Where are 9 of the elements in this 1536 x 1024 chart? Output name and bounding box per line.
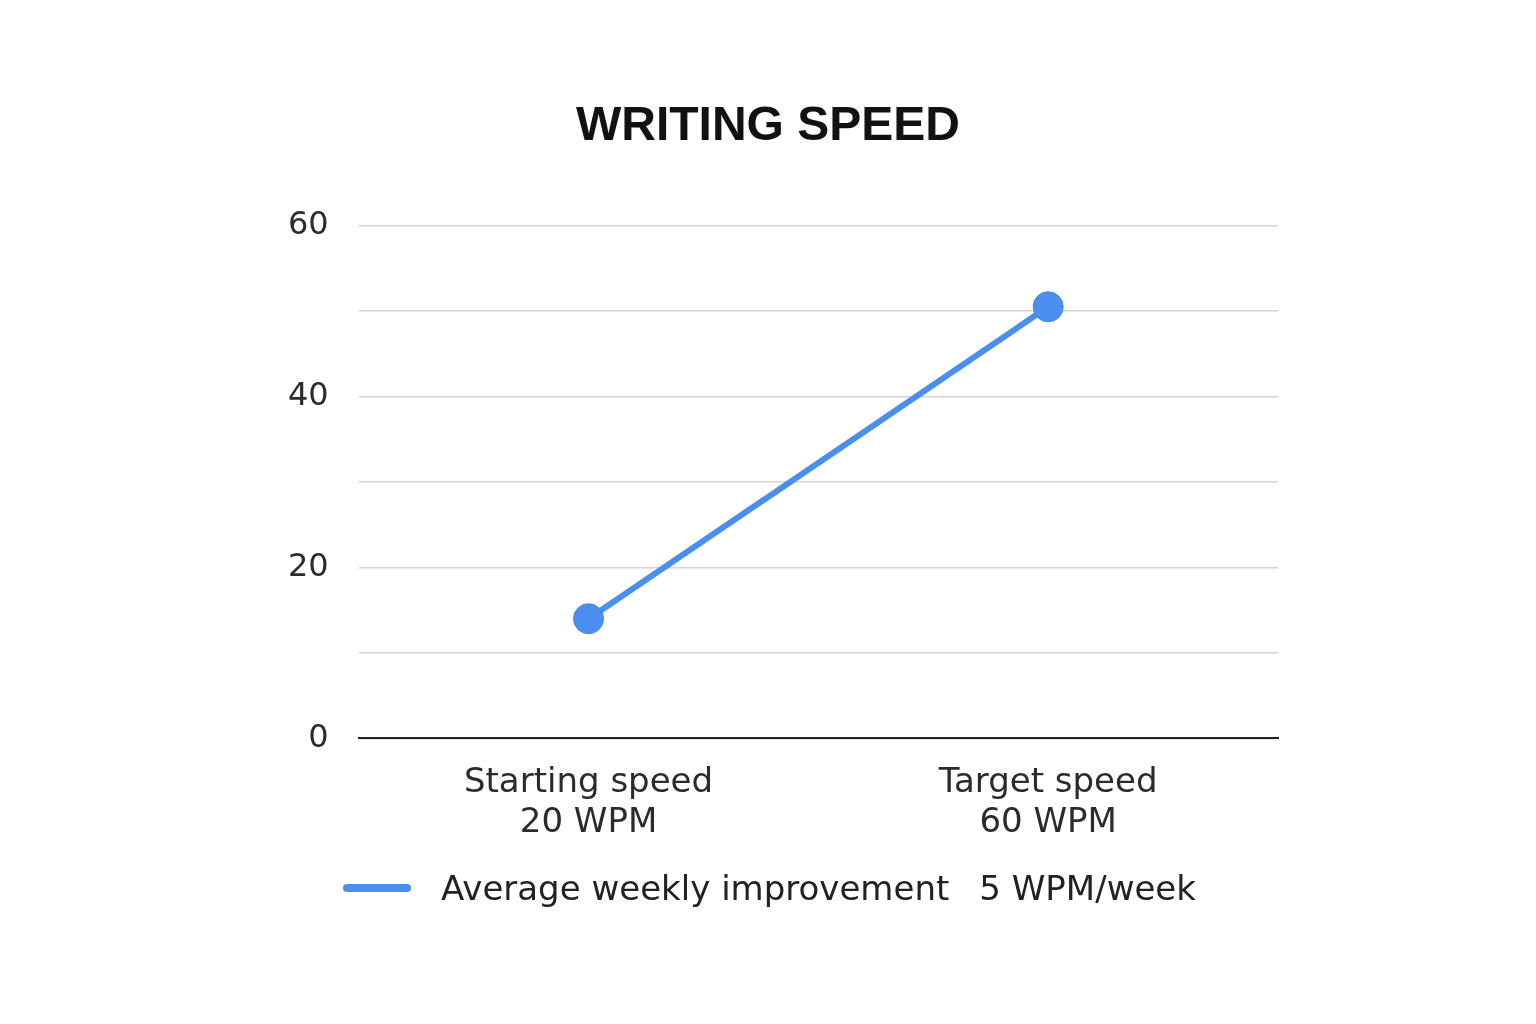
chart-title: WRITING SPEED xyxy=(575,97,961,151)
y-tick-label: 40 xyxy=(288,374,329,413)
y-tick-label: 60 xyxy=(288,203,329,242)
x-tick-label: Target speed 60 WPM xyxy=(937,759,1158,841)
legend-label: Average weekly improvement xyxy=(441,868,950,908)
text: 5 WPM/week xyxy=(979,868,1196,908)
y-tick-label: 20 xyxy=(288,545,329,584)
y-tick-label: 0 xyxy=(308,716,329,755)
x-tick-label: Starting speed 20 WPM xyxy=(463,759,714,841)
